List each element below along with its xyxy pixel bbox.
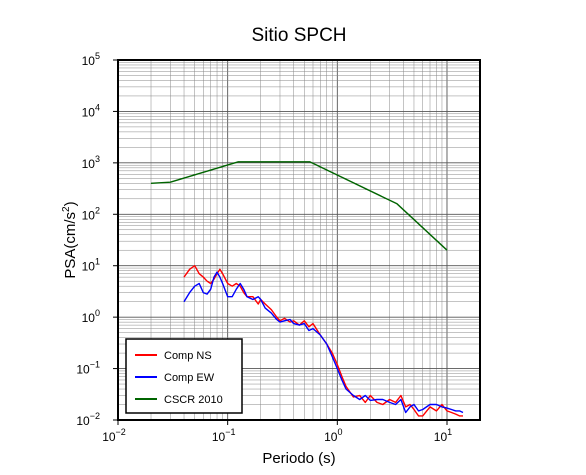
y-axis-label: PSA(cm/s2) bbox=[61, 201, 79, 278]
series-group bbox=[150, 161, 464, 417]
series-line-cscr-2010 bbox=[150, 161, 448, 251]
series-line-comp-ew bbox=[183, 271, 464, 414]
y-tick-label: 104 bbox=[82, 102, 100, 119]
legend-label: CSCR 2010 bbox=[164, 394, 223, 406]
y-tick-label: 10−2 bbox=[76, 411, 100, 428]
chart-title: Sitio SPCH bbox=[251, 25, 346, 46]
x-axis-label: Periodo (s) bbox=[262, 450, 335, 467]
x-axis: 10−2 10−1 100 101 bbox=[102, 420, 452, 444]
y-tick-label: 102 bbox=[82, 205, 100, 222]
series-line-comp-ns bbox=[183, 265, 463, 417]
y-tick-label: 100 bbox=[82, 308, 100, 325]
plot-frame bbox=[117, 59, 481, 421]
grid bbox=[118, 60, 480, 420]
x-tick-label: 100 bbox=[324, 427, 342, 444]
y-axis: 10−2 10−1 100 101 102 103 104 105 bbox=[76, 51, 118, 428]
y-tick-label: 101 bbox=[82, 257, 100, 274]
x-tick-label: 10−2 bbox=[102, 427, 126, 444]
legend-label: Comp EW bbox=[164, 372, 215, 384]
legend-label: Comp NS bbox=[164, 350, 212, 362]
legend: Comp NS Comp EW CSCR 2010 bbox=[125, 338, 243, 414]
x-tick-label: 10−1 bbox=[212, 427, 236, 444]
y-tick-label: 105 bbox=[82, 51, 100, 68]
y-tick-label: 103 bbox=[82, 154, 100, 171]
y-tick-label: 10−1 bbox=[76, 360, 100, 377]
x-tick-label: 101 bbox=[434, 427, 452, 444]
